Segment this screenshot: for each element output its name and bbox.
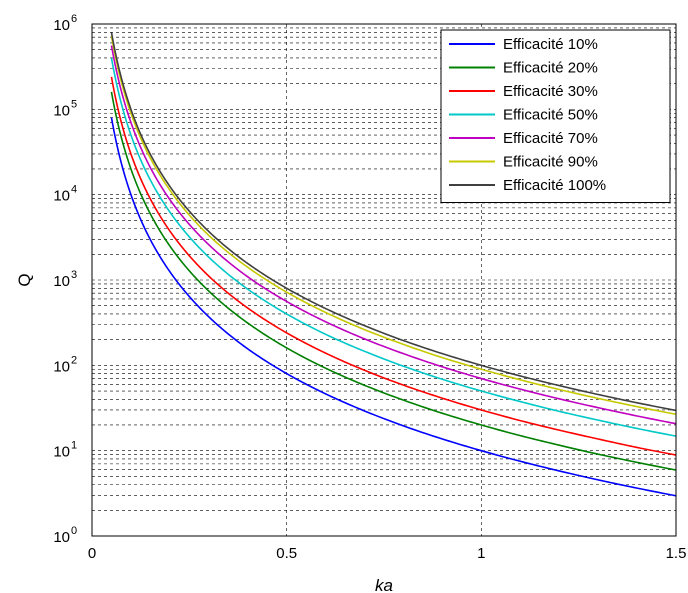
x-axis-label: ka — [375, 576, 393, 593]
y-tick-label: 10 — [53, 358, 70, 375]
plot-area-frame — [91, 23, 677, 537]
series-line-3 — [110, 57, 677, 437]
y-axis-label: Q — [15, 273, 34, 286]
y-tick-label: 10 — [53, 444, 70, 461]
y-tick-exponent: 2 — [71, 354, 77, 366]
legend-box — [440, 29, 671, 203]
y-tick-exponent: 3 — [71, 269, 77, 281]
y-tick-exponent: 5 — [71, 98, 77, 110]
y-tick-label: 10 — [53, 529, 70, 546]
y-tick-label: 10 — [53, 273, 70, 290]
y-tick-label: 10 — [53, 188, 70, 205]
legend-label-1: Efficacité 20% — [503, 60, 598, 77]
x-tick-label: 1 — [477, 545, 485, 562]
series-line-6 — [110, 32, 677, 412]
y-tick-exponent: 0 — [71, 525, 77, 537]
y-tick-exponent: 6 — [71, 13, 77, 25]
x-tick-label: 0 — [88, 545, 96, 562]
legend-label-3: Efficacité 50% — [503, 107, 598, 124]
series-line-2 — [110, 76, 677, 456]
series-line-5 — [110, 36, 677, 416]
x-tick-label: 1.5 — [666, 545, 687, 562]
legend-label-4: Efficacité 70% — [503, 130, 598, 147]
y-tick-label: 10 — [53, 17, 70, 34]
series-lines — [110, 32, 677, 497]
legend-label-5: Efficacité 90% — [503, 154, 598, 171]
legend-label-0: Efficacité 10% — [503, 36, 598, 53]
series-line-0 — [110, 117, 677, 497]
x-tick-labels: 0 0.5 1 1.5 — [88, 545, 687, 562]
legend: Efficacité 10% Efficacité 20% Efficacité 3… — [440, 29, 671, 203]
y-tick-label: 10 — [53, 102, 70, 119]
y-tick-exponent: 4 — [71, 184, 77, 196]
series-line-4 — [110, 45, 677, 425]
legend-label-6: Efficacité 100% — [503, 177, 606, 194]
series-line-1 — [110, 91, 677, 471]
y-tick-exponent: 1 — [71, 440, 77, 452]
x-tick-label: 0.5 — [276, 545, 297, 562]
legend-label-2: Efficacité 30% — [503, 83, 598, 100]
